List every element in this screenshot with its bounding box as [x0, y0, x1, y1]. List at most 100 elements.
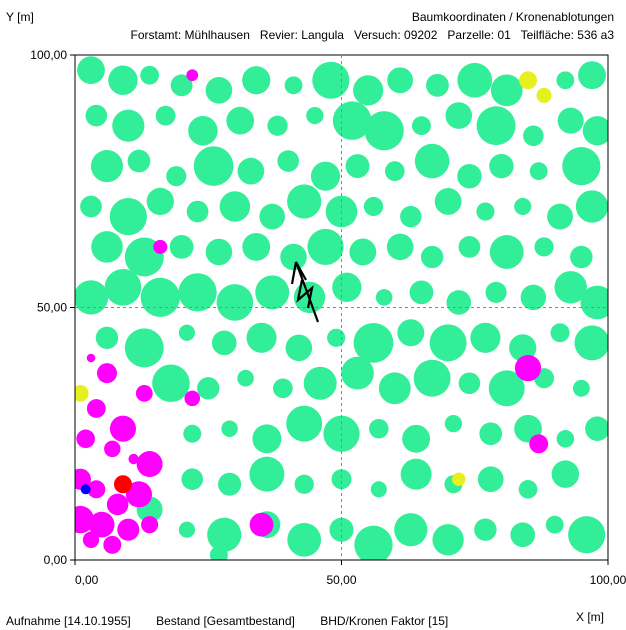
green-tree-point — [237, 369, 254, 387]
y-tick-label: 50,00 — [37, 301, 67, 315]
green-tree-point — [169, 235, 194, 259]
green-tree-point — [155, 105, 176, 126]
versuch-label: Versuch: 09202 — [354, 28, 438, 42]
x-tick-label: 100,00 — [590, 573, 626, 587]
green-tree-point — [457, 62, 493, 98]
green-tree-point — [267, 115, 288, 136]
green-tree-point — [211, 330, 237, 356]
green-tree-point — [426, 73, 449, 97]
green-tree-point — [523, 125, 544, 147]
chart-subtitle: Forstamt: Mühlhausen Revier: Langula Ver… — [131, 28, 614, 42]
magenta-tree-point — [249, 512, 274, 537]
green-tree-point — [386, 233, 414, 261]
green-tree-point — [384, 161, 405, 181]
green-tree-point — [332, 101, 372, 140]
magenta-tree-point — [141, 516, 159, 534]
green-tree-point — [331, 469, 352, 490]
green-tree-point — [91, 231, 123, 263]
green-tree-point — [568, 516, 606, 554]
magenta-tree-point — [125, 481, 153, 508]
teilflaeche-label: Teilfläche: 536 a3 — [520, 28, 614, 42]
green-tree-point — [429, 324, 467, 362]
green-tree-point — [510, 522, 536, 548]
green-tree-point — [570, 245, 593, 269]
green-tree-point — [287, 184, 322, 219]
green-tree-point — [219, 191, 251, 222]
green-tree-point — [284, 76, 303, 95]
green-tree-point — [178, 521, 196, 538]
bestand-label: Bestand [Gesamtbestand] — [156, 614, 295, 628]
green-tree-point — [585, 416, 608, 441]
green-tree-point — [476, 106, 516, 146]
green-tree-point — [375, 289, 393, 306]
magenta-tree-point — [82, 531, 100, 548]
green-tree-point — [127, 149, 151, 173]
forstamt-label: Forstamt: Mühlhausen — [130, 28, 250, 42]
green-tree-point — [181, 468, 204, 490]
green-tree-point — [562, 146, 601, 186]
green-tree-point — [193, 146, 234, 186]
green-tree-point — [259, 203, 286, 230]
magenta-tree-point — [96, 363, 117, 384]
magenta-tree-point — [135, 384, 153, 402]
x-tick-label: 0,00 — [75, 573, 99, 587]
green-tree-point — [557, 107, 584, 134]
green-tree-point — [363, 196, 384, 217]
green-tree-point — [582, 116, 608, 146]
green-tree-point — [534, 237, 554, 257]
green-tree-point — [75, 280, 109, 315]
green-tree-point — [397, 319, 425, 347]
green-tree-point — [578, 61, 606, 90]
green-tree-point — [205, 238, 233, 266]
green-tree-point — [166, 166, 187, 187]
green-tree-point — [152, 364, 190, 403]
green-tree-point — [112, 109, 145, 142]
green-tree-point — [458, 236, 481, 258]
magenta-tree-point — [514, 354, 542, 382]
green-tree-point — [572, 379, 590, 397]
green-tree-point — [280, 243, 307, 271]
green-tree-point — [140, 65, 160, 85]
green-tree-point — [520, 284, 547, 311]
magenta-tree-point — [88, 511, 115, 538]
green-tree-point — [412, 116, 431, 136]
green-tree-point — [146, 187, 174, 216]
chart-title: Baumkoordinaten / Kronenablotungen — [411, 10, 614, 24]
green-tree-point — [178, 324, 196, 341]
green-tree-point — [178, 273, 217, 312]
green-tree-point — [90, 150, 124, 183]
yellow-tree-point — [75, 385, 89, 402]
magenta-tree-point — [186, 69, 199, 82]
green-tree-point — [378, 372, 411, 405]
y-axis-label: Y [m] — [6, 10, 34, 24]
green-tree-point — [580, 285, 608, 320]
green-tree-point — [474, 518, 497, 541]
green-tree-point — [183, 424, 202, 443]
green-tree-point — [221, 420, 238, 437]
green-tree-point — [327, 328, 346, 347]
green-tree-point — [550, 323, 570, 343]
green-tree-point — [477, 466, 504, 493]
green-tree-point — [551, 460, 580, 488]
green-tree-point — [353, 75, 384, 106]
green-tree-point — [77, 56, 105, 85]
green-tree-point — [341, 356, 374, 390]
green-tree-point — [109, 197, 147, 236]
red-tree-point — [113, 475, 132, 494]
magenta-tree-point — [109, 415, 137, 442]
green-tree-point — [294, 474, 314, 494]
green-tree-point — [489, 153, 514, 179]
green-tree-point — [554, 271, 587, 304]
green-tree-point — [402, 424, 431, 453]
green-tree-point — [209, 545, 228, 560]
green-tree-point — [370, 481, 387, 498]
green-tree-point — [108, 65, 138, 95]
green-tree-point — [444, 415, 463, 433]
green-tree-point — [207, 517, 242, 552]
green-tree-point — [80, 195, 102, 218]
green-tree-point — [414, 143, 450, 179]
green-tree-point — [518, 479, 538, 499]
green-tree-point — [95, 326, 119, 350]
parzelle-label: Parzelle: 01 — [447, 28, 511, 42]
